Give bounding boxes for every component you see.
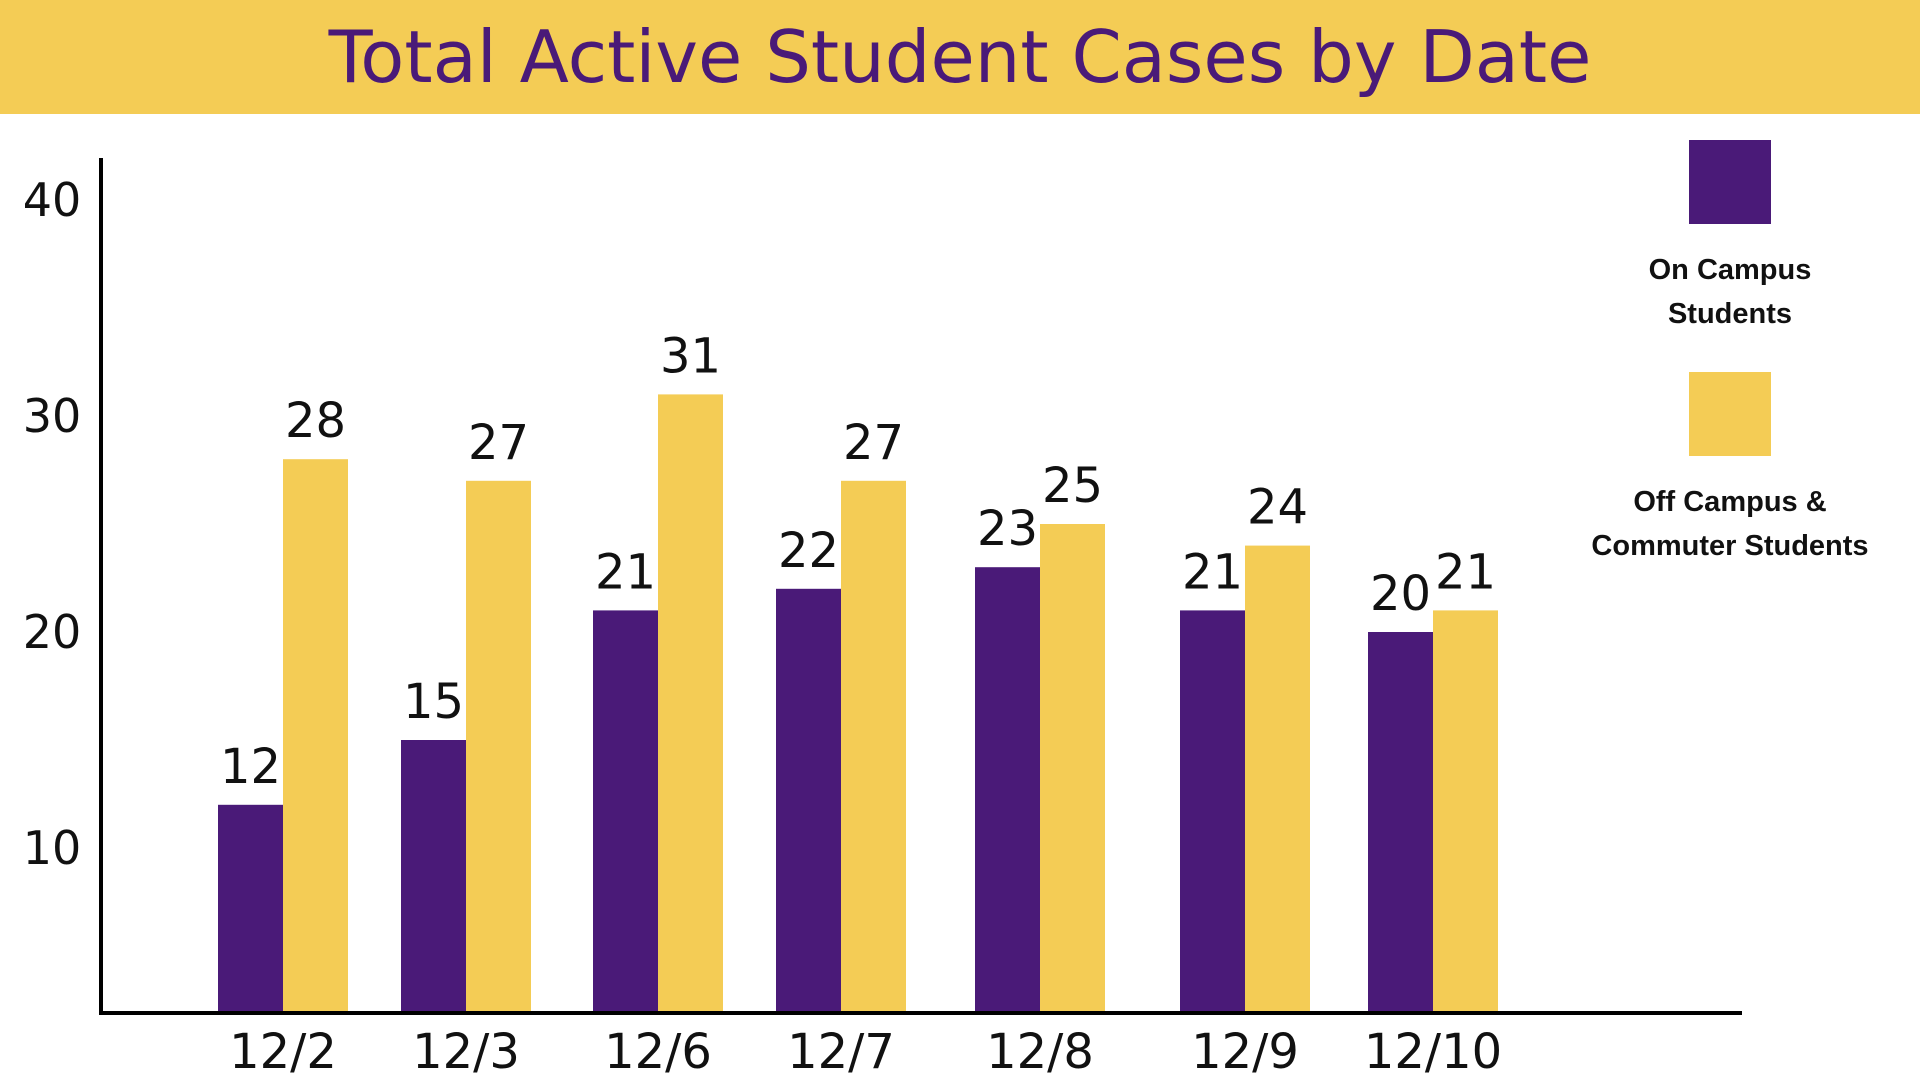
- data-label: 22: [778, 523, 839, 579]
- legend-swatch-off-campus: [1689, 372, 1771, 456]
- data-label: 20: [1370, 566, 1431, 622]
- bar-on-campus: [401, 740, 466, 1011]
- bar-on-campus: [218, 804, 283, 1011]
- data-label: 21: [1435, 544, 1496, 600]
- bar-off-campus: [658, 394, 723, 1011]
- data-label: 27: [468, 415, 529, 471]
- data-label: 15: [403, 674, 464, 730]
- bar-off-campus: [466, 480, 531, 1011]
- bar-off-campus: [1040, 524, 1105, 1011]
- title-banner: Total Active Student Cases by Date: [0, 0, 1920, 114]
- x-tick-label: 12/6: [604, 1024, 712, 1080]
- legend-label-off-campus: Off Campus & Commuter Students: [1591, 486, 1869, 562]
- x-tick-label: 12/9: [1191, 1024, 1299, 1080]
- data-label: 28: [285, 393, 346, 449]
- data-label: 31: [660, 328, 721, 384]
- bar-off-campus: [283, 459, 348, 1011]
- bar-on-campus: [1180, 610, 1245, 1011]
- legend-swatch-on-campus: [1689, 140, 1771, 224]
- y-tick-label: 40: [23, 173, 82, 227]
- x-tick-label: 12/7: [787, 1024, 895, 1080]
- data-label: 23: [977, 501, 1038, 557]
- bar-on-campus: [776, 588, 841, 1011]
- data-label: 24: [1247, 480, 1308, 536]
- legend-item-off-campus: Off Campus & Commuter Students: [1560, 372, 1900, 568]
- x-tick-label: 12/3: [412, 1024, 520, 1080]
- legend-item-on-campus: On Campus Students: [1560, 140, 1900, 336]
- x-tick-label: 12/8: [986, 1024, 1094, 1080]
- bar-on-campus: [1368, 632, 1433, 1011]
- bar-on-campus: [593, 610, 658, 1011]
- legend-label-on-campus: On Campus Students: [1648, 254, 1812, 330]
- data-label: 12: [220, 739, 281, 795]
- legend: On Campus Students Off Campus & Commuter…: [1560, 140, 1900, 568]
- y-tick-label: 20: [23, 605, 82, 659]
- y-tick-label: 30: [23, 389, 82, 443]
- data-label: 25: [1042, 458, 1103, 514]
- x-tick-label: 12/10: [1364, 1024, 1502, 1080]
- x-tick-label: 12/2: [229, 1024, 337, 1080]
- bar-off-campus: [1245, 545, 1310, 1011]
- data-label: 27: [843, 415, 904, 471]
- data-label: 21: [1182, 544, 1243, 600]
- data-label: 21: [595, 544, 656, 600]
- bar-off-campus: [841, 480, 906, 1011]
- bar-off-campus: [1433, 610, 1498, 1011]
- chart-title: Total Active Student Cases by Date: [328, 15, 1592, 99]
- bar-on-campus: [975, 567, 1040, 1011]
- y-tick-label: 10: [23, 821, 82, 875]
